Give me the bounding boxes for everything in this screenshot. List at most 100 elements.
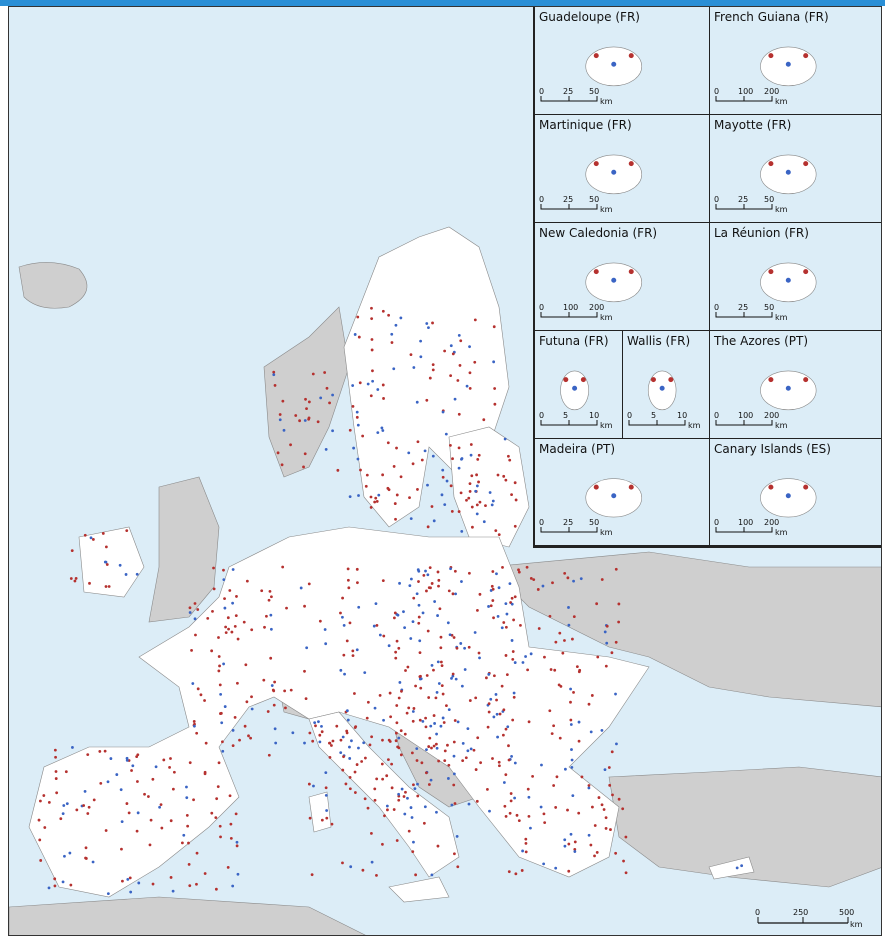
map-marker: [453, 802, 457, 805]
map-marker: [339, 751, 343, 755]
map-marker: [324, 447, 328, 451]
inset-scale-label: 5: [563, 411, 568, 420]
map-marker: [445, 704, 448, 708]
map-marker: [543, 655, 546, 659]
map-marker: [106, 780, 110, 784]
map-marker: [339, 668, 343, 672]
map-marker: [331, 739, 335, 743]
map-marker: [378, 693, 382, 697]
map-marker: [276, 451, 280, 455]
inset-scale-label: km: [600, 97, 613, 106]
map-marker: [395, 839, 399, 842]
map-marker: [427, 783, 431, 786]
map-marker: [375, 500, 379, 503]
inset-scale-label: 10: [677, 411, 687, 420]
map-marker: [452, 772, 456, 776]
map-marker: [233, 625, 237, 628]
map-marker: [87, 805, 91, 809]
map-marker: [504, 478, 508, 482]
map-marker: [263, 625, 266, 629]
map-marker: [83, 790, 87, 793]
map-marker: [47, 886, 51, 890]
map-marker: [531, 774, 534, 778]
map-marker: [526, 668, 530, 672]
map-marker: [468, 371, 472, 375]
inset-scale-label: 100: [738, 411, 753, 420]
map-marker: [231, 884, 235, 888]
map-marker: [503, 804, 507, 808]
map-marker: [463, 646, 466, 650]
map-marker: [272, 689, 276, 693]
inset-scale-label: 25: [563, 195, 573, 204]
map-marker: [394, 656, 398, 660]
map-marker: [382, 718, 385, 722]
map-marker: [222, 662, 226, 666]
map-marker: [443, 749, 447, 753]
map-marker: [512, 618, 516, 622]
map-marker: [525, 565, 529, 569]
map-marker: [238, 738, 241, 742]
map-marker: [473, 360, 477, 364]
inset-marker: [611, 277, 617, 283]
map-marker: [220, 721, 224, 725]
map-marker: [103, 560, 107, 564]
map-marker: [452, 783, 456, 787]
inset-wallis: 0 5 10 km Wallis (FR): [623, 331, 710, 439]
map-marker: [376, 431, 380, 435]
map-marker: [310, 873, 314, 877]
map-marker: [61, 812, 65, 816]
map-marker: [435, 690, 439, 694]
map-marker: [318, 740, 322, 744]
map-marker: [492, 674, 496, 678]
map-marker: [328, 401, 331, 405]
map-marker: [397, 646, 401, 650]
map-marker: [236, 637, 240, 641]
map-marker: [615, 742, 618, 746]
map-marker: [234, 812, 238, 816]
inset-scale-bar: [715, 96, 773, 102]
main-scale-250: 250: [793, 908, 808, 917]
map-marker: [137, 881, 141, 885]
map-marker: [492, 325, 496, 329]
map-marker: [366, 806, 370, 810]
map-marker: [203, 772, 207, 776]
inset-marker: [628, 53, 634, 59]
map-marker: [415, 747, 419, 751]
map-marker: [488, 809, 491, 813]
inset-madeira: 0 25 50 km Madeira (PT): [535, 439, 710, 546]
inset-martinique: 0 25 50 km Martinique (FR): [535, 115, 710, 223]
map-marker: [501, 733, 505, 737]
map-marker: [452, 636, 456, 639]
map-marker: [467, 645, 471, 649]
map-marker: [352, 446, 356, 450]
map-marker: [617, 620, 621, 624]
inset-scale-label: km: [600, 313, 613, 322]
map-marker: [143, 792, 146, 796]
great-britain-shape: [148, 476, 220, 623]
map-marker: [441, 410, 445, 414]
map-marker: [407, 829, 411, 833]
map-marker: [614, 692, 617, 696]
map-marker: [440, 493, 444, 497]
map-marker: [502, 781, 506, 784]
map-marker: [193, 617, 197, 621]
map-marker: [468, 699, 472, 702]
map-marker: [171, 889, 175, 893]
map-marker: [223, 606, 227, 610]
map-marker: [426, 629, 430, 633]
map-marker: [605, 641, 609, 645]
map-marker: [476, 736, 480, 740]
inset-marker: [768, 377, 774, 383]
map-marker: [419, 339, 423, 343]
map-marker: [392, 465, 396, 468]
map-marker: [502, 621, 506, 624]
map-marker: [125, 756, 129, 760]
map-marker: [318, 619, 322, 623]
map-marker: [509, 792, 513, 795]
map-marker: [410, 751, 414, 755]
map-marker: [496, 473, 500, 477]
map-marker: [570, 758, 574, 762]
map-marker: [346, 578, 350, 582]
map-marker: [235, 595, 238, 598]
map-marker: [311, 372, 315, 376]
